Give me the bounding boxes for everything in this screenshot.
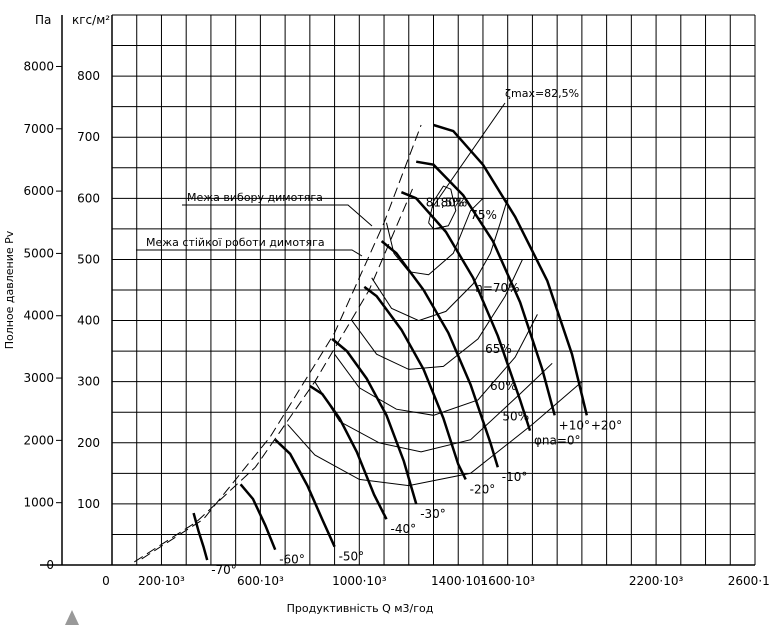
x-axis-label: Продуктивність Q м3/год — [287, 602, 434, 615]
efficiency-curve — [334, 314, 538, 416]
limit-select-label: Межа вибору димотяга — [187, 191, 323, 204]
pressure-curve-label: -70° — [211, 563, 237, 577]
labels: -70° -60° -50° -40°-30° -20° -10° φna=0° +10° +2… — [65, 87, 622, 625]
pressure-curve — [433, 123, 589, 416]
tick-label-x: 1000·10³ — [332, 574, 387, 588]
efficiency-curve — [287, 381, 583, 487]
pressure-curve — [192, 512, 209, 561]
tick-label-y-kgf: 600 — [77, 191, 100, 205]
zeta-leader — [431, 102, 506, 209]
efficiency-curve — [351, 259, 523, 370]
tick-label-x: 0 — [102, 574, 110, 588]
pressure-curves — [192, 123, 589, 561]
tick-label-y-pa: 3000 — [23, 371, 54, 385]
tick-label-x: 1400·10³ — [431, 574, 486, 588]
efficiency-curve-label: 81,5% — [426, 196, 464, 210]
pressure-curve — [331, 337, 418, 505]
pressure-curve — [274, 438, 336, 548]
tick-label-x: 2200·10³ — [629, 574, 684, 588]
tick-label-y-pa: 8000 — [23, 59, 54, 73]
pressure-curve — [309, 384, 388, 520]
tick-label-y-kgf: 100 — [77, 497, 100, 511]
tick-label-y-pa: 0 — [46, 558, 54, 572]
pressure-curve-label: -40° — [391, 522, 417, 536]
y-unit-pa: Па — [35, 13, 51, 27]
pressure-curve-label: -30° — [420, 507, 446, 521]
tick-label-x: 2600·10³ — [728, 574, 770, 588]
pressure-curve-label: -50° — [339, 550, 365, 564]
pressure-curve-label: -60° — [279, 553, 305, 567]
pressure-curve — [400, 191, 532, 431]
limit-line — [134, 185, 415, 563]
limit-select-leader — [182, 204, 373, 227]
pressure-curve — [363, 285, 467, 480]
efficiency-curve — [314, 362, 553, 453]
tick-label-y-pa: 5000 — [23, 246, 54, 260]
efficiency-curve-label: 75% — [470, 208, 497, 222]
tick-label-x: 200·10³ — [138, 574, 185, 588]
tick-label-y-pa: 1000 — [23, 496, 54, 510]
pressure-curve-label: φna=0° — [534, 434, 581, 448]
tick-label-y-kgf: 800 — [77, 69, 100, 83]
logo-triangle-icon — [65, 610, 79, 625]
tick-label-y-pa: 4000 — [23, 309, 54, 323]
efficiency-curve — [386, 197, 484, 276]
tick-label-x: 600·10³ — [237, 574, 284, 588]
efficiency-curve-label: 80% — [441, 196, 468, 210]
pressure-curve-label: -20° — [470, 482, 496, 496]
y-unit-kgf: кгс/м² — [72, 13, 110, 27]
axes: 1002003004005006007008000100020003000400… — [3, 13, 770, 615]
efficiency-curve-label: η=70% — [475, 281, 519, 295]
efficiency-curve-label: 60% — [490, 379, 517, 393]
tick-label-y-kgf: 700 — [77, 130, 100, 144]
efficiency-curve-label: 50% — [502, 409, 529, 423]
tick-label-y-pa: 2000 — [23, 433, 54, 447]
efficiency-curve — [371, 198, 509, 322]
tick-label-y-pa: 6000 — [23, 184, 54, 198]
pressure-curve-label: +20° — [591, 418, 622, 432]
pressure-curve-label: -10° — [502, 470, 528, 484]
zeta-max-label: ζmax=82,5% — [505, 87, 579, 100]
limit-stable-label: Межа стійкої роботи димотяга — [146, 236, 325, 249]
pressure-curve — [239, 483, 277, 551]
pressure-curve-label: +10° — [559, 418, 590, 432]
efficiency-curve — [428, 185, 457, 230]
efficiency-curve-label: 65% — [485, 342, 512, 356]
limit-stable-leader — [136, 249, 363, 257]
tick-label-y-kgf: 400 — [77, 314, 100, 328]
pressure-curve — [380, 240, 499, 468]
tick-label-y-kgf: 300 — [77, 375, 100, 389]
y-axis-label: Полное давление Pv — [3, 230, 16, 349]
tick-label-y-kgf: 500 — [77, 252, 100, 266]
tick-label-x: 1600·10³ — [480, 574, 535, 588]
tick-label-y-pa: 7000 — [23, 122, 54, 136]
pressure-curve — [415, 160, 556, 416]
limit-lines — [134, 124, 422, 563]
limit-line — [141, 124, 422, 560]
grid — [111, 14, 756, 566]
efficiency-curves — [287, 185, 583, 487]
tick-label-y-kgf: 200 — [77, 436, 100, 450]
